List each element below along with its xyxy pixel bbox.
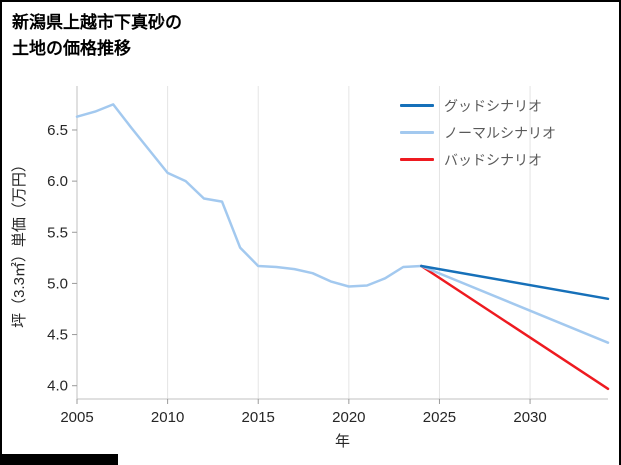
- svg-text:5.0: 5.0: [47, 275, 68, 292]
- page-title-line1: 新潟県上越市下真砂の: [12, 13, 182, 32]
- legend-label-bad: バッドシナリオ: [444, 151, 542, 168]
- svg-text:6.5: 6.5: [47, 122, 68, 139]
- page-title-line2: 土地の価格推移: [12, 39, 131, 58]
- chart-legend: グッドシナリオ ノーマルシナリオ バッドシナリオ: [400, 92, 556, 173]
- legend-label-good: グッドシナリオ: [444, 97, 542, 114]
- svg-text:4.5: 4.5: [47, 327, 68, 344]
- page-title: 新潟県上越市下真砂の 土地の価格推移: [12, 10, 182, 62]
- legend-item-bad-scenario: バッドシナリオ: [400, 146, 556, 173]
- bottom-left-black-bar: [2, 454, 118, 465]
- svg-text:4.0: 4.0: [47, 378, 68, 395]
- svg-text:2020: 2020: [332, 409, 365, 426]
- svg-text:2010: 2010: [151, 409, 184, 426]
- legend-item-normal-scenario: ノーマルシナリオ: [400, 119, 556, 146]
- svg-text:坪（3.3㎡）単価（万円）: 坪（3.3㎡）単価（万円）: [11, 157, 28, 328]
- svg-text:2015: 2015: [242, 409, 275, 426]
- svg-text:6.0: 6.0: [47, 173, 68, 190]
- normal-scenario-line-swatch: [400, 131, 434, 134]
- bad-scenario-line-swatch: [400, 158, 434, 161]
- svg-text:5.5: 5.5: [47, 224, 68, 241]
- good-scenario-line-swatch: [400, 104, 434, 107]
- svg-text:2005: 2005: [60, 409, 93, 426]
- svg-text:2030: 2030: [513, 409, 546, 426]
- svg-text:2025: 2025: [423, 409, 456, 426]
- svg-text:年: 年: [335, 433, 350, 450]
- legend-item-good-scenario: グッドシナリオ: [400, 92, 556, 119]
- legend-label-normal: ノーマルシナリオ: [444, 124, 556, 141]
